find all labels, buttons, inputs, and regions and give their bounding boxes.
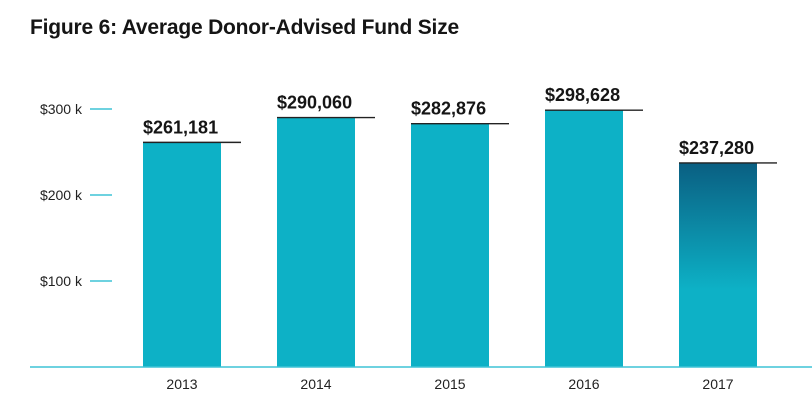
- bar-2017: [679, 162, 757, 367]
- chart-title: Figure 6: Average Donor-Advised Fund Siz…: [30, 16, 459, 39]
- y-axis: $100 k $200 k $300 k: [40, 101, 112, 289]
- y-tick-label: $300 k: [40, 101, 83, 117]
- data-label-2013: $261,181: [143, 117, 218, 137]
- bar-2013: [143, 142, 221, 367]
- bar-2016: [545, 110, 623, 367]
- x-tick-label: 2015: [434, 376, 465, 392]
- bar-2015: [411, 123, 489, 367]
- x-axis: 2013 2014 2015 2016 2017: [30, 366, 812, 392]
- x-tick-label: 2016: [568, 376, 599, 392]
- bar-2014: [277, 117, 355, 367]
- data-label-2016: $298,628: [545, 85, 620, 105]
- data-label-2017: $237,280: [679, 138, 754, 158]
- bars: $261,181 $290,060 $282,876 $298,628 $237,280: [143, 85, 777, 367]
- x-tick-label: 2014: [300, 376, 331, 392]
- y-tick-label: $200 k: [40, 187, 83, 203]
- data-label-2015: $282,876: [411, 99, 486, 119]
- x-tick-label: 2017: [702, 376, 733, 392]
- x-tick-label: 2013: [166, 376, 197, 392]
- y-tick-label: $100 k: [40, 273, 83, 289]
- data-label-2014: $290,060: [277, 93, 352, 113]
